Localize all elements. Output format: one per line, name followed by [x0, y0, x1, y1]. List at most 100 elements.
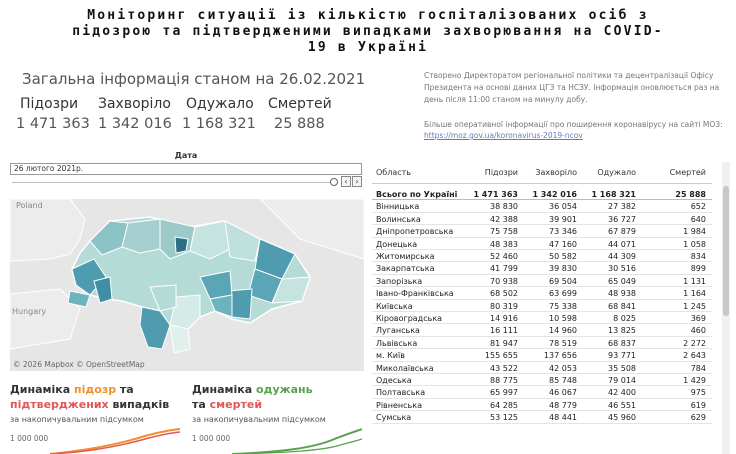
date-slider-handle[interactable]	[330, 178, 338, 186]
table-row[interactable]: Полтавська 65 997 46 067 42 400 975	[372, 386, 712, 399]
cell-value: 35 508	[608, 363, 636, 373]
cell-region: Всього по Україні	[376, 190, 458, 199]
ukraine-map[interactable]: Poland Hungary © 2026 Mapbox © OpenStree…	[10, 199, 364, 371]
stat-infected: Захворіло 1 342 016	[98, 96, 172, 132]
cell-value: 975	[690, 388, 706, 398]
cell-value: 93 771	[608, 351, 636, 361]
cell-region: Полтавська	[376, 388, 426, 398]
cell-value: 65 997	[490, 388, 518, 398]
region-zaporizka[interactable]	[209, 294, 233, 318]
chart1-title: Динаміка підозр та підтверджених випадкі…	[10, 382, 169, 412]
table-scrollbar-thumb[interactable]	[723, 186, 729, 316]
stat-suspected: Підозри 1 471 363	[16, 96, 90, 132]
chart2-title-d: смертей	[209, 398, 263, 411]
table-row[interactable]: Донецька 48 383 47 160 44 071 1 058	[372, 238, 712, 250]
cell-value: 46 067	[549, 388, 577, 398]
chart1-title-a: Динаміка	[10, 383, 75, 396]
cell-value: 69 504	[549, 276, 577, 286]
table-row[interactable]: Закарпатська 41 799 39 830 30 516 899	[372, 262, 712, 275]
cell-region: Закарпатська	[376, 264, 435, 274]
table-row[interactable]: Луганська 16 111 14 960 13 825 460	[372, 324, 712, 337]
region-rivnenska[interactable]	[121, 218, 161, 254]
table-row[interactable]: Кіровоградська 14 916 10 598 8 025 369	[372, 312, 712, 325]
cell-value: 652	[690, 202, 706, 212]
cell-value: 79 014	[608, 376, 636, 385]
chart1-lines[interactable]	[50, 428, 180, 454]
moz-link[interactable]: https://moz.gov.ua/koronavirus-2019-ncov	[424, 131, 583, 140]
table-row[interactable]: Сумська 53 125 48 441 45 960 629	[372, 411, 712, 424]
stat-value: 1 168 321	[182, 116, 256, 132]
th-suspected[interactable]: Підозри	[484, 168, 518, 177]
cell-region: Луганська	[376, 326, 420, 336]
page-title: Моніторинг ситуації із кількістю госпіта…	[0, 8, 736, 56]
table-row[interactable]: Запорізька 70 938 69 504 65 049 1 131	[372, 275, 712, 288]
cell-value: 1 164	[683, 289, 706, 299]
cell-value: 36 054	[549, 202, 577, 212]
cell-region: Волинська	[376, 214, 421, 224]
cell-value: 784	[690, 363, 706, 373]
region-zakarpatska[interactable]	[67, 290, 91, 308]
title-line-2: підозрою та підтвердженими випадками зах…	[72, 24, 664, 39]
th-deaths[interactable]: Смертей	[669, 168, 706, 177]
cell-value: 14 916	[490, 314, 518, 323]
cell-value: 1 131	[683, 276, 706, 286]
chart2-lines[interactable]	[232, 428, 362, 454]
cell-value: 52 460	[490, 252, 518, 261]
map-svg	[10, 199, 364, 354]
chart2-line-deaths	[232, 438, 362, 454]
region-luhanska[interactable]	[271, 276, 311, 304]
date-filter-input[interactable]: 26 лютого 2021р.	[10, 163, 362, 175]
cell-region: Київська	[376, 301, 413, 311]
cell-value: 85 748	[549, 376, 577, 385]
cell-value: 44 071	[608, 239, 636, 249]
cell-region: Миколаївська	[376, 363, 434, 373]
cell-value: 75 338	[549, 301, 577, 311]
region-kyivska[interactable]	[189, 220, 231, 260]
table-total-row[interactable]: Всього по Україні 1 471 363 1 342 016 1 168…	[372, 188, 712, 201]
table-row[interactable]: Львівська 81 947 78 519 68 837 2 272	[372, 337, 712, 350]
cell-value: 41 799	[490, 264, 518, 274]
th-infected[interactable]: Захворіло	[535, 168, 577, 177]
chart2-title-a: Динаміка	[192, 383, 257, 396]
table-row[interactable]: Одеська 88 775 85 748 79 014 1 429	[372, 374, 712, 387]
region-khersonska[interactable]	[169, 294, 201, 330]
table-row[interactable]: Волинська 42 388 39 901 36 727 640	[372, 213, 712, 226]
cell-value: 27 382	[608, 202, 636, 212]
cell-value: 70 938	[490, 276, 518, 286]
more-info: Більше оперативної інформації про пошире…	[424, 119, 730, 141]
prev-date-button[interactable]: ‹	[341, 176, 351, 187]
cell-region: Івано-Франківська	[376, 289, 454, 299]
chart1-title-d: підтверджених	[10, 398, 109, 411]
cell-value: 137 656	[543, 351, 577, 361]
th-recovered[interactable]: Одужало	[597, 168, 636, 177]
region-mykolaivska[interactable]	[149, 284, 177, 312]
region-ivano-frankivska[interactable]	[93, 276, 113, 304]
cell-value: 899	[690, 264, 706, 274]
chart1-subtitle: за накопичувальним підсумком	[10, 415, 144, 424]
th-region[interactable]: Область	[376, 168, 412, 177]
cell-value: 81 947	[490, 338, 518, 348]
table-row[interactable]: Івано-Франківська 68 502 63 699 48 938 1 164	[372, 287, 712, 300]
table-row[interactable]: Рівненська 64 285 48 779 46 551 619	[372, 399, 712, 412]
table-row[interactable]: Житомирська 52 460 50 582 44 309 834	[372, 250, 712, 263]
table-row[interactable]: м. Київ 155 655 137 656 93 771 2 643	[372, 349, 712, 362]
region-chernihivska[interactable]	[224, 220, 261, 262]
table-row[interactable]: Дніпропетровська 75 758 73 346 67 879 1 984	[372, 225, 712, 238]
table-row[interactable]: Миколаївська 43 522 42 053 35 508 784	[372, 362, 712, 374]
region-odeska[interactable]	[139, 306, 171, 350]
stat-label: Одужало	[186, 96, 254, 112]
cell-region: Одеська	[376, 376, 412, 385]
region-kyiv-city[interactable]	[174, 236, 189, 254]
next-date-button[interactable]: ›	[352, 176, 362, 187]
cell-value: 834	[690, 252, 706, 261]
cell-value: 68 841	[608, 301, 636, 311]
cell-value: 1 342 016	[532, 190, 577, 199]
cell-value: 14 960	[549, 326, 577, 336]
table-row[interactable]: Вінницька 38 830 36 054 27 382 652	[372, 200, 712, 213]
cell-value: 1 168 321	[591, 190, 636, 199]
stat-value: 1 471 363	[16, 116, 90, 132]
chart2-title: Динаміка одужань та смертей	[192, 382, 313, 412]
region-crimea[interactable]	[169, 324, 191, 354]
date-slider-track[interactable]	[12, 182, 334, 183]
table-row[interactable]: Київська 80 319 75 338 68 841 1 245	[372, 300, 712, 312]
